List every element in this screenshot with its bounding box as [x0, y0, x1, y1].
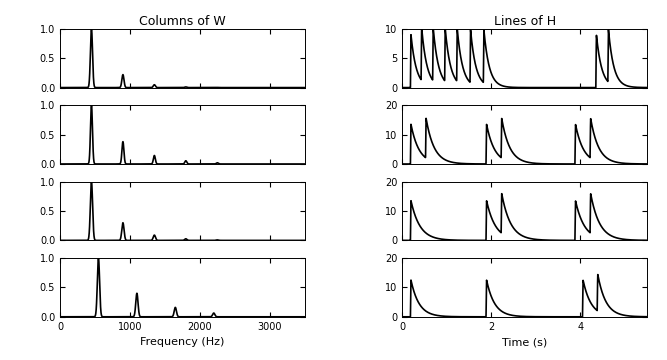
X-axis label: Time (s): Time (s) — [502, 337, 548, 347]
X-axis label: Frequency (Hz): Frequency (Hz) — [140, 337, 225, 347]
Title: Columns of W: Columns of W — [139, 15, 225, 28]
Title: Lines of H: Lines of H — [494, 15, 556, 28]
